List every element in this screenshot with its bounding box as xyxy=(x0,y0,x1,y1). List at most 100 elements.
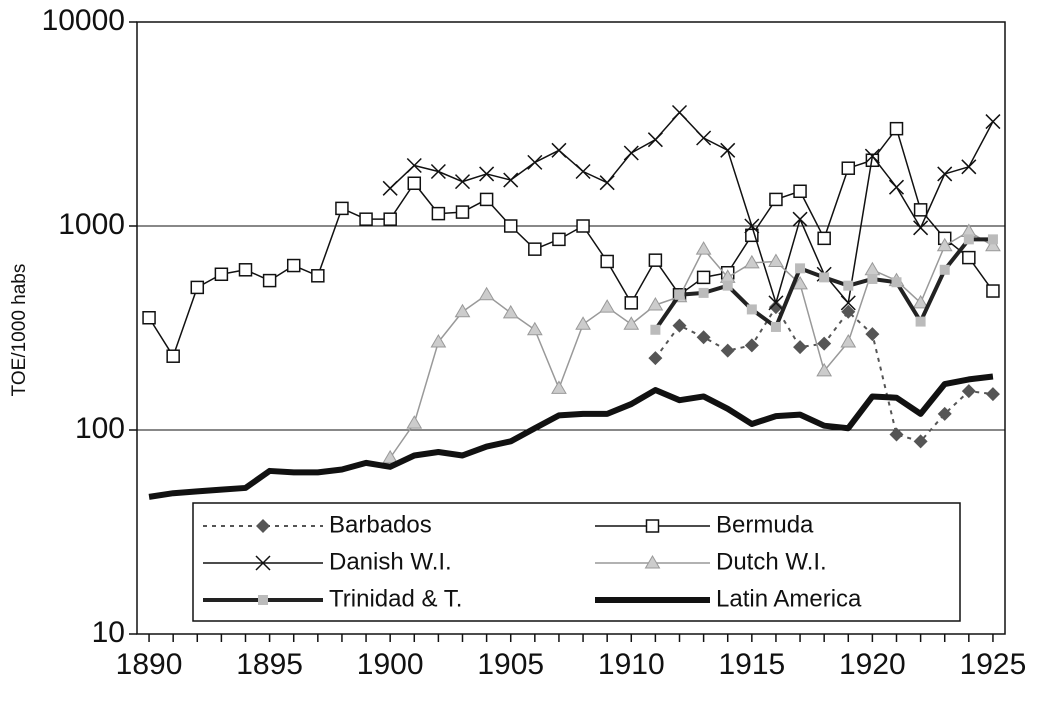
x-tick-label: 1915 xyxy=(718,648,785,681)
marker xyxy=(913,434,928,449)
plot-frame xyxy=(136,21,1006,635)
x-tick-label: 1910 xyxy=(598,648,665,681)
marker xyxy=(599,175,615,191)
marker xyxy=(696,330,711,345)
marker xyxy=(526,321,543,336)
marker xyxy=(382,449,399,464)
marker xyxy=(599,299,616,313)
marker xyxy=(912,294,929,309)
marker xyxy=(889,121,904,136)
marker xyxy=(454,303,471,318)
x-tick-label: 1920 xyxy=(839,648,906,681)
marker xyxy=(674,289,685,300)
x-tick-label: 1905 xyxy=(477,648,544,681)
marker xyxy=(383,212,397,226)
marker xyxy=(770,321,781,332)
marker xyxy=(987,234,998,245)
x-tick-label: 1900 xyxy=(357,648,424,681)
marker xyxy=(768,253,784,267)
marker xyxy=(867,273,878,284)
marker xyxy=(744,338,759,353)
x-tick-label: 1895 xyxy=(236,648,303,681)
marker xyxy=(962,250,976,265)
marker xyxy=(889,427,904,442)
marker xyxy=(190,280,205,295)
marker xyxy=(792,211,808,227)
marker xyxy=(913,203,928,217)
marker xyxy=(406,415,423,429)
marker xyxy=(479,166,495,182)
marker xyxy=(769,192,783,207)
marker xyxy=(623,316,640,330)
legend-marker xyxy=(645,519,660,533)
marker xyxy=(792,275,808,290)
marker xyxy=(843,280,854,291)
marker xyxy=(913,220,929,236)
marker xyxy=(286,258,301,273)
series-line xyxy=(389,111,994,304)
legend-label: Bermuda xyxy=(716,511,814,538)
marker xyxy=(817,231,831,246)
marker xyxy=(454,174,471,190)
x-tick-label: 1925 xyxy=(960,648,1027,681)
marker xyxy=(864,261,881,276)
marker xyxy=(793,184,807,199)
marker xyxy=(840,334,857,348)
marker xyxy=(647,132,663,148)
marker xyxy=(985,114,1001,130)
marker xyxy=(262,273,277,288)
marker xyxy=(696,270,711,285)
marker xyxy=(963,234,974,245)
marker xyxy=(478,286,495,301)
marker xyxy=(720,343,735,358)
marker xyxy=(382,180,398,196)
marker xyxy=(647,296,664,311)
legend-marker xyxy=(644,555,661,569)
y-axis-label: TOE/1000 habs xyxy=(9,264,30,397)
marker xyxy=(696,130,712,146)
legend-label: Latin America xyxy=(716,585,862,612)
marker xyxy=(746,304,757,315)
series-line xyxy=(148,373,994,500)
marker xyxy=(214,267,229,282)
series xyxy=(148,373,994,500)
marker xyxy=(431,206,446,221)
marker xyxy=(623,145,639,161)
marker xyxy=(985,387,1000,402)
series xyxy=(382,104,1001,311)
marker xyxy=(722,280,733,291)
x-tick-label: 1890 xyxy=(116,648,183,681)
marker xyxy=(888,179,905,195)
marker xyxy=(891,277,902,288)
legend-label: Dutch W.I. xyxy=(716,548,827,575)
marker xyxy=(575,163,591,180)
series-layer xyxy=(142,104,1001,500)
series-line xyxy=(389,230,994,459)
marker xyxy=(528,242,542,256)
marker xyxy=(841,304,856,319)
marker xyxy=(479,192,494,207)
marker xyxy=(671,104,688,121)
marker xyxy=(695,241,712,255)
marker xyxy=(961,159,977,175)
marker xyxy=(551,380,567,394)
marker xyxy=(768,300,783,315)
marker xyxy=(575,316,591,330)
marker xyxy=(455,205,470,219)
marker xyxy=(527,154,543,170)
marker xyxy=(865,327,880,342)
series xyxy=(648,300,1000,449)
marker xyxy=(744,218,760,234)
marker xyxy=(698,287,709,298)
marker xyxy=(503,172,519,188)
legend-label: Trinidad & T. xyxy=(329,585,462,612)
marker xyxy=(551,142,567,158)
legend-marker xyxy=(256,519,270,533)
legend-marker xyxy=(255,555,271,571)
marker xyxy=(311,269,325,283)
marker xyxy=(650,324,661,335)
marker xyxy=(503,219,518,233)
marker xyxy=(840,295,856,311)
y-tick-label: 100 xyxy=(75,412,125,445)
